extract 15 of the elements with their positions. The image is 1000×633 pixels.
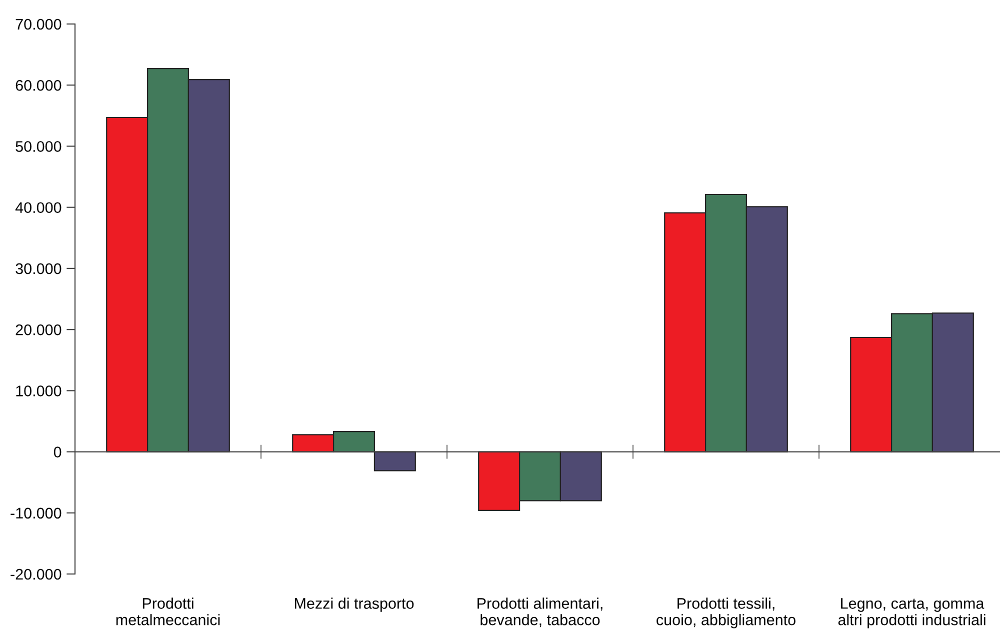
y-tick-label: 50.000 bbox=[16, 141, 62, 152]
x-tick-label: Mezzi di trasporto bbox=[294, 598, 414, 612]
y-tick-label: 0 bbox=[54, 446, 62, 458]
x-tick-label: Prodotti metalmeccanici bbox=[116, 598, 220, 626]
x-tick-label: Prodotti tessili, cuoio, abbigliamento bbox=[656, 598, 796, 628]
y-tick-label: 10.000 bbox=[16, 386, 62, 396]
y-tick-label: 30.000 bbox=[16, 263, 62, 274]
y-tick-label: -20.000 bbox=[10, 568, 62, 580]
y-tick-label: 60.000 bbox=[16, 80, 62, 91]
y-tick-label: 40.000 bbox=[15, 202, 62, 214]
x-tick-label: Legno, carta, gomma altri prodotti industriali bbox=[838, 598, 986, 628]
y-tick-label: 70.000 bbox=[16, 18, 62, 30]
y-tick-label: -10.000 bbox=[10, 508, 62, 519]
y-tick-label: 20.000 bbox=[16, 324, 62, 336]
x-tick-label: Prodotti alimentari, bevande, tabacco bbox=[478, 598, 602, 628]
